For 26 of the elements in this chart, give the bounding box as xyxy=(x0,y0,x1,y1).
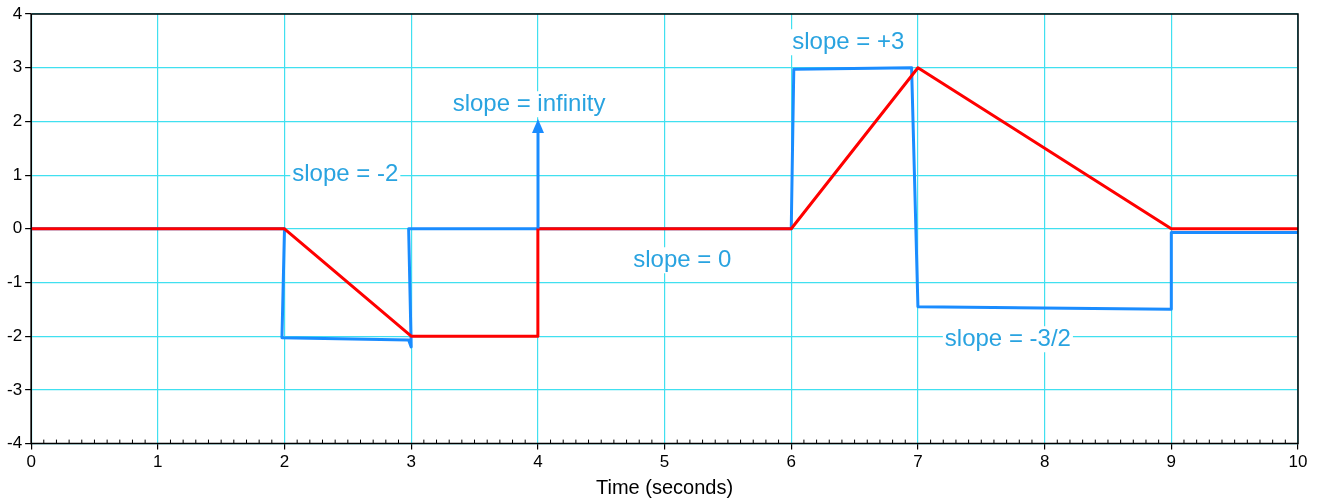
y-tick-label: 2 xyxy=(12,111,23,131)
y-tick-label: 1 xyxy=(12,164,23,184)
y-tick-label: -2 xyxy=(6,325,23,345)
x-tick-label: 10 xyxy=(1288,452,1308,472)
annotation: slope = infinity xyxy=(452,88,606,116)
y-tick-label: -1 xyxy=(6,272,23,292)
x-tick-label: 4 xyxy=(533,452,543,472)
y-tick-label: 3 xyxy=(12,57,23,77)
x-tick-label: 6 xyxy=(786,452,796,472)
y-tick-label: 4 xyxy=(12,3,23,23)
x-tick-label: 2 xyxy=(279,452,290,472)
x-tick-label: 8 xyxy=(1039,452,1050,472)
x-tick-label: 0 xyxy=(26,452,36,472)
annotation: slope = 0 xyxy=(633,244,732,272)
annotation: slope = +3 xyxy=(792,26,905,54)
annotation: slope = -3/2 xyxy=(944,323,1071,351)
y-tick-label: -3 xyxy=(6,379,23,399)
annotation: slope = -2 xyxy=(292,158,399,186)
y-tick-label: -4 xyxy=(6,433,23,453)
x-axis-title: Time (seconds) xyxy=(596,475,734,498)
y-tick-label: 0 xyxy=(12,218,23,238)
x-tick-label: 9 xyxy=(1166,452,1177,472)
x-tick-label: 1 xyxy=(153,452,163,472)
x-tick-label: 7 xyxy=(913,452,923,472)
x-tick-label: 3 xyxy=(406,452,416,472)
x-tick-label: 5 xyxy=(659,452,670,472)
